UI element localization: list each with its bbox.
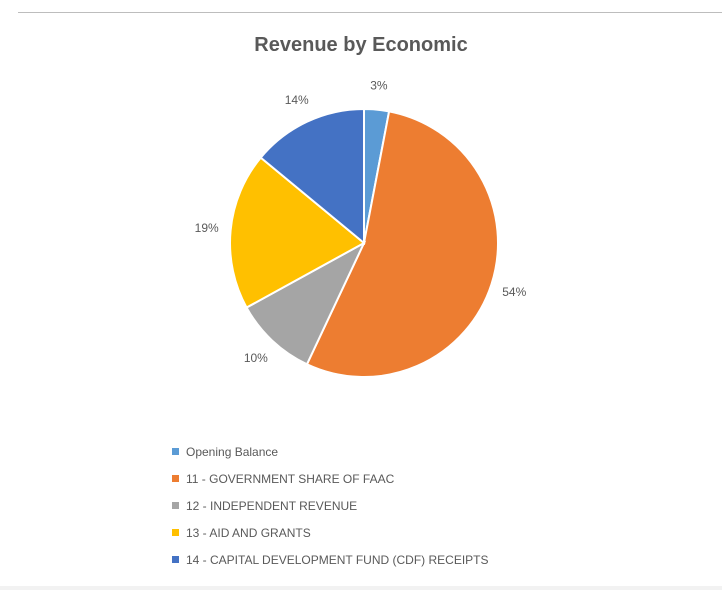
legend-swatch — [172, 529, 179, 536]
legend-item-opening-balance: Opening Balance — [172, 438, 489, 465]
pie-slice-13-aid-and-grants — [229, 156, 366, 309]
pie-slice-11-government-share-of-faac — [305, 110, 499, 378]
legend-label: 14 - CAPITAL DEVELOPMENT FUND (CDF) RECE… — [186, 552, 489, 567]
data-label-11-government-share-of-faac: 54% — [502, 285, 526, 299]
chart-title: Revenue by Economic — [254, 34, 468, 56]
legend-item-aid-and-grants: 13 - AID AND GRANTS — [172, 519, 489, 546]
data-label-14-capital-development-fund-cdf-receipts: 14% — [285, 93, 309, 107]
chart-legend: Opening Balance 11 - GOVERNMENT SHARE OF… — [172, 438, 489, 573]
pie-slice-12-independent-revenue — [245, 240, 367, 366]
data-label-13-aid-and-grants: 19% — [195, 221, 219, 235]
legend-label: 11 - GOVERNMENT SHARE OF FAAC — [186, 471, 395, 486]
legend-item-independent-revenue: 12 - INDEPENDENT REVENUE — [172, 492, 489, 519]
legend-item-capital-development-fund: 14 - CAPITAL DEVELOPMENT FUND (CDF) RECE… — [172, 546, 489, 573]
legend-label: 13 - AID AND GRANTS — [186, 525, 311, 540]
legend-label: 12 - INDEPENDENT REVENUE — [186, 498, 358, 513]
pie-slice-14-capital-development-fund-cdf-receipts — [259, 107, 365, 246]
legend-swatch — [172, 502, 179, 509]
legend-swatch — [172, 556, 179, 563]
bottom-band — [0, 586, 722, 590]
legend-item-government-share-of-faac: 11 - GOVERNMENT SHARE OF FAAC — [172, 465, 489, 492]
legend-swatch — [172, 448, 179, 455]
top-divider — [18, 12, 722, 13]
data-label-opening-balance: 3% — [370, 79, 388, 93]
data-label-12-independent-revenue: 10% — [244, 351, 268, 365]
legend-label: Opening Balance — [186, 444, 279, 459]
legend-swatch — [172, 475, 179, 482]
